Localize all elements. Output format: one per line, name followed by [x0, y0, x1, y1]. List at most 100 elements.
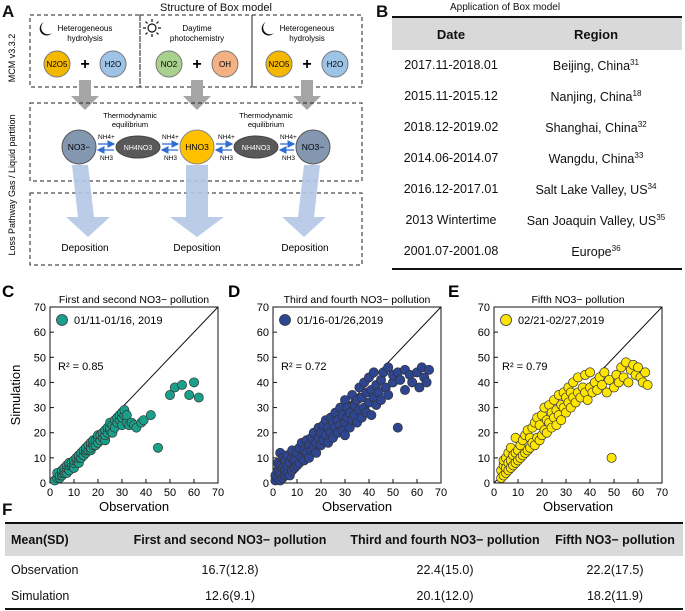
data-point	[392, 422, 403, 433]
data-point	[601, 387, 612, 398]
value-cell: 22.4(15.0)	[416, 563, 474, 577]
date-cell: 2014.06-2014.07	[403, 151, 499, 165]
x-tick-label: 70	[656, 487, 668, 499]
data-point	[395, 374, 406, 385]
y-tick-label: 70	[34, 302, 46, 314]
table-row: 2018.12-2019.02 Shanghai, China32	[392, 112, 682, 143]
hno3-circle	[179, 129, 215, 165]
plot-frame	[493, 306, 663, 484]
x-tick-label: 10	[68, 487, 80, 499]
table-row: 2014.06-2014.07 Wangdu, China33	[392, 143, 682, 174]
nh4no3-ellipse-left	[115, 135, 161, 159]
data-point	[376, 395, 386, 405]
x-tick-label: 40	[584, 487, 596, 499]
no3-circle-left	[61, 129, 97, 165]
table-row: 2015.11-2015.12 Nanjing, China18	[392, 81, 682, 112]
x-tick-label: 30	[339, 487, 351, 499]
plus-icon: +	[80, 56, 89, 73]
region-cell: Wangdu, China33	[510, 151, 682, 166]
legend-marker	[56, 314, 68, 326]
value-cell: 18.2(11.9)	[586, 589, 644, 603]
nh4no3-label-left: NH4NO3	[124, 145, 153, 152]
box-left-label-2: hydrolysis	[67, 34, 103, 43]
data-point	[153, 442, 163, 453]
y-tick-label: 10	[257, 453, 269, 465]
no3-circle-right	[295, 129, 331, 165]
deposition-arrow-icon	[170, 165, 224, 237]
deposition-label-left: Deposition	[61, 243, 108, 254]
data-point	[582, 395, 593, 405]
moon-icon	[39, 22, 52, 36]
header-mean: Mean(SD)	[11, 533, 69, 547]
loss-pathway-side-label: Loss Pathway Gas / Liquid partition	[7, 114, 17, 255]
panel-f-letter: F	[2, 500, 13, 519]
scatter-charts: C First and second NO3− pollution 0 10 20 30 4…	[2, 282, 668, 514]
data-point	[407, 377, 418, 388]
nh3-label: NH3	[100, 155, 113, 162]
panel-a-title: Structure of Box model	[160, 2, 272, 14]
x-tick-label: 50	[164, 487, 176, 499]
data-point	[145, 410, 156, 421]
x-tick-label: 10	[512, 487, 524, 499]
y-tick-label: 0	[484, 478, 490, 490]
header-fifth: Fifth NO3− pollution	[555, 533, 675, 547]
data-point	[189, 377, 199, 388]
row-label: Observation	[11, 563, 79, 577]
region-name: Nanjing, China	[550, 90, 633, 105]
y-tick-label: 10	[478, 453, 490, 465]
x-tick-label: 20	[536, 487, 548, 499]
panel-letter: E	[448, 282, 459, 301]
chart-title: First and second NO3− pollution	[59, 294, 209, 306]
nh3-label: NH3	[282, 155, 295, 162]
data-point	[414, 382, 425, 393]
r-squared-label: R² = 0.85	[58, 361, 104, 373]
x-tick-label: 20	[315, 487, 327, 499]
oh-circle	[211, 50, 239, 78]
y-tick-label: 70	[478, 302, 490, 314]
data-point	[585, 367, 595, 378]
plus-icon: +	[192, 56, 201, 73]
deposition-label-center: Deposition	[173, 243, 220, 254]
table-row: Simulation 12.6(9.1) 20.1(12.0) 18.2(11.9)	[5, 582, 683, 608]
data-point	[606, 452, 617, 463]
region-name: Beijing, China	[552, 59, 631, 74]
y-tick-label: 20	[34, 428, 46, 440]
plot-frame	[272, 306, 442, 484]
x-tick-label: 10	[291, 487, 303, 499]
reference-number: 33	[634, 151, 644, 160]
plot-frame	[49, 306, 219, 484]
x-tick-label: 30	[560, 487, 572, 499]
reference-number: 35	[656, 213, 666, 222]
data-point	[623, 377, 634, 388]
x-tick-label: 50	[387, 487, 399, 499]
x-tick-label: 60	[632, 487, 644, 499]
nh4-label: NH4+	[98, 134, 115, 141]
data-point	[400, 385, 410, 395]
x-tick-label: 0	[47, 487, 53, 499]
table-f-top-rule	[5, 522, 683, 524]
nh4-label: NH4+	[218, 134, 235, 141]
y-tick-label: 40	[478, 377, 490, 389]
data-point	[599, 367, 610, 378]
box-model-diagram: MCM v3.3.2 Loss Pathway Gas / Liquid par…	[7, 14, 363, 266]
r-squared-label: R² = 0.72	[281, 361, 327, 373]
row-label: Simulation	[11, 589, 70, 603]
y-tick-label: 50	[257, 352, 269, 364]
x-axis-label: Observation	[543, 499, 613, 514]
application-table-header: Date Region	[392, 18, 682, 50]
region-cell: Nanjing, China18	[510, 89, 682, 104]
value-cell: 12.6(9.1)	[204, 589, 256, 603]
legend-label: 01/16-01/26,2019	[297, 315, 383, 327]
y-tick-label: 10	[34, 453, 46, 465]
y-axis-label: Simulation	[8, 365, 23, 426]
table-bottom-rule	[392, 268, 682, 270]
x-tick-label: 70	[212, 487, 224, 499]
panel-letter: D	[228, 282, 240, 301]
deposition-label-right: Deposition	[281, 243, 328, 254]
oh-label: OH	[219, 60, 231, 69]
h2o-circle	[99, 50, 127, 78]
x-tick-label: 60	[188, 487, 200, 499]
reference-number: 34	[647, 182, 657, 191]
reference-number: 36	[611, 244, 621, 253]
n2o5-label: N2O5	[269, 60, 290, 69]
